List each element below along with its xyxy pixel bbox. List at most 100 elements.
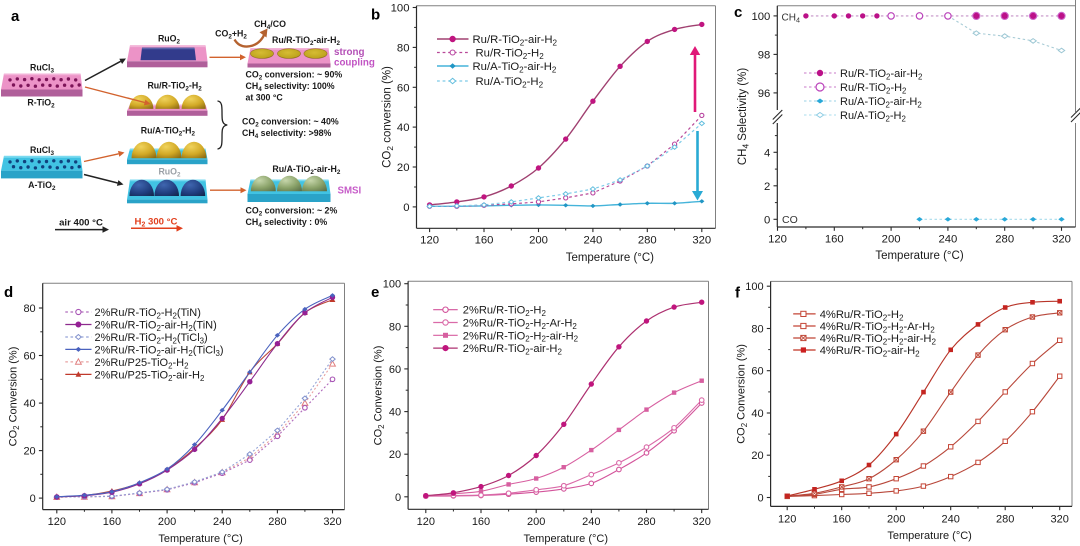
svg-text:120: 120: [48, 516, 66, 528]
svg-text:96: 96: [758, 88, 771, 100]
svg-text:Ru/A-TiO2​-air-H2​: Ru/A-TiO2​-air-H2​: [840, 96, 922, 109]
svg-text:320: 320: [693, 516, 711, 528]
svg-text:RuCl3​: RuCl3​: [30, 63, 55, 75]
svg-text:240: 240: [582, 516, 600, 528]
svg-text:160: 160: [825, 233, 844, 245]
svg-text:320: 320: [692, 235, 711, 247]
svg-text:4%Ru/R-TiO2​-H2​-air-H2​: 4%Ru/R-TiO2​-H2​-air-H2​: [820, 333, 937, 347]
svg-text:0: 0: [30, 493, 36, 505]
svg-text:Ru/A-TiO2​-H2​: Ru/A-TiO2​-H2​: [476, 76, 544, 90]
svg-text:air 400 °C: air 400 °C: [59, 218, 103, 229]
svg-text:c: c: [734, 4, 742, 21]
svg-text:200: 200: [158, 516, 176, 528]
svg-text:20: 20: [389, 449, 401, 461]
svg-text:Temperature (°C): Temperature (°C): [566, 252, 654, 264]
svg-text:2%Ru/R-TiO2​-H2​(TiCl3​): 2%Ru/R-TiO2​-H2​(TiCl3​): [95, 332, 208, 345]
svg-text:60: 60: [23, 351, 35, 363]
svg-text:Ru/R-TiO2​-air-H2​: Ru/R-TiO2​-air-H2​: [473, 34, 558, 48]
svg-text:Ru/A-TiO2​-H2​: Ru/A-TiO2​-H2​: [141, 126, 196, 138]
svg-text:4%Ru/R-TiO2​-air-H2​: 4%Ru/R-TiO2​-air-H2​: [820, 345, 920, 359]
svg-text:0: 0: [403, 202, 409, 214]
svg-text:Temperature (°C): Temperature (°C): [158, 533, 242, 545]
svg-text:H2​ 300 °C: H2​ 300 °C: [135, 217, 178, 229]
svg-text:200: 200: [882, 233, 901, 245]
svg-text:strong: strong: [334, 47, 364, 58]
svg-text:d: d: [4, 284, 13, 301]
svg-text:200: 200: [527, 516, 545, 528]
svg-text:Ru/R-TiO2​-H2​: Ru/R-TiO2​-H2​: [840, 82, 906, 95]
svg-text:120: 120: [778, 513, 796, 525]
svg-text:160: 160: [103, 516, 121, 528]
svg-text:CH4​ selectivity: >98%: CH4​ selectivity: >98%: [242, 128, 332, 140]
svg-text:320: 320: [1051, 513, 1069, 525]
svg-text:60: 60: [389, 364, 401, 376]
svg-text:80: 80: [23, 303, 35, 315]
svg-text:Ru/A-TiO2​-H2​: Ru/A-TiO2​-H2​: [840, 110, 906, 123]
svg-text:20: 20: [397, 162, 410, 174]
svg-text:A-TiO2​: A-TiO2​: [28, 180, 56, 192]
svg-text:CH4​ Selectivity (%): CH4​ Selectivity (%): [737, 68, 751, 165]
svg-text:100: 100: [383, 279, 401, 291]
svg-text:280: 280: [268, 516, 286, 528]
svg-text:at 300 °C: at 300 °C: [246, 92, 284, 102]
svg-text:20: 20: [23, 446, 35, 458]
svg-text:240: 240: [938, 233, 957, 245]
svg-text:40: 40: [397, 122, 410, 134]
svg-text:280: 280: [637, 516, 655, 528]
svg-text:80: 80: [751, 323, 763, 335]
svg-text:100: 100: [391, 3, 410, 15]
svg-text:RuO2​: RuO2​: [158, 167, 181, 179]
svg-text:80: 80: [389, 321, 401, 333]
svg-text:b: b: [371, 7, 380, 24]
svg-text:2%Ru/P25-TiO2​-air-H2​: 2%Ru/P25-TiO2​-air-H2​: [95, 369, 205, 382]
svg-text:a: a: [11, 8, 20, 25]
svg-text:320: 320: [323, 516, 341, 528]
svg-text:40: 40: [751, 408, 763, 420]
svg-text:RuO2​: RuO2​: [158, 34, 181, 46]
svg-text:Temperature (°C): Temperature (°C): [887, 530, 971, 542]
svg-text:f: f: [735, 285, 741, 302]
svg-text:20: 20: [751, 450, 763, 462]
svg-text:Ru/A-TiO2​-air-H2​: Ru/A-TiO2​-air-H2​: [473, 61, 557, 75]
svg-text:coupling: coupling: [334, 58, 375, 69]
svg-text:280: 280: [638, 235, 657, 247]
svg-text:98: 98: [758, 50, 771, 62]
svg-text:4%Ru/R-TiO2​-H2​-Ar-H2​: 4%Ru/R-TiO2​-H2​-Ar-H2​: [820, 321, 936, 335]
svg-text:CO2​ conversion (%): CO2​ conversion (%): [382, 66, 396, 168]
svg-text:2%Ru/R-TiO2​-H2​-air-H2​: 2%Ru/R-TiO2​-H2​-air-H2​: [463, 330, 579, 343]
svg-text:Ru/R-TiO2​-H2​: Ru/R-TiO2​-H2​: [476, 48, 545, 62]
svg-text:2%Ru/R-TiO2​-H2​(TiN): 2%Ru/R-TiO2​-H2​(TiN): [95, 307, 201, 320]
svg-text:CH4​/CO: CH4​/CO: [254, 19, 286, 31]
svg-text:40: 40: [23, 398, 35, 410]
svg-text:280: 280: [996, 513, 1014, 525]
svg-text:CH4​ selectivity: 100%: CH4​ selectivity: 100%: [246, 81, 335, 93]
svg-text:4: 4: [764, 147, 770, 159]
svg-text:CH4​: CH4​: [782, 12, 800, 24]
svg-text:CO2​ Conversion (%): CO2​ Conversion (%): [8, 347, 21, 447]
svg-text:RuCl3​: RuCl3​: [30, 145, 55, 157]
svg-text:Temperature (°C): Temperature (°C): [875, 250, 963, 262]
svg-text:CO: CO: [782, 214, 798, 226]
svg-text:R-TiO2​: R-TiO2​: [27, 98, 55, 110]
svg-text:2: 2: [764, 181, 770, 193]
svg-text:2%Ru/R-TiO2​-air-H2​(TiN): 2%Ru/R-TiO2​-air-H2​(TiN): [95, 320, 217, 333]
svg-text:280: 280: [995, 233, 1014, 245]
svg-text:120: 120: [768, 233, 787, 245]
svg-text:160: 160: [472, 516, 490, 528]
svg-text:200: 200: [887, 513, 905, 525]
svg-text:120: 120: [420, 235, 439, 247]
svg-text:2%Ru/R-TiO2​-H2​-Ar-H2​: 2%Ru/R-TiO2​-H2​-Ar-H2​: [463, 318, 578, 331]
svg-text:120: 120: [417, 516, 435, 528]
svg-text:0: 0: [757, 493, 763, 505]
svg-text:Temperature (°C): Temperature (°C): [524, 533, 608, 545]
svg-text:CO2​ conversion: ~ 2%: CO2​ conversion: ~ 2%: [246, 206, 338, 218]
svg-text:160: 160: [475, 235, 494, 247]
svg-text:2%Ru/P25-TiO2​-H2​: 2%Ru/P25-TiO2​-H2​: [95, 357, 189, 370]
svg-text:CO2​ Conversion (%): CO2​ Conversion (%): [736, 344, 749, 444]
svg-text:2%Ru/R-TiO2​-air-H2​(TiCl3​): 2%Ru/R-TiO2​-air-H2​(TiCl3​): [95, 344, 224, 357]
svg-text:60: 60: [751, 366, 763, 378]
svg-text:Ru/R-TiO2​-H2​: Ru/R-TiO2​-H2​: [147, 81, 202, 93]
svg-text:240: 240: [213, 516, 231, 528]
svg-text:80: 80: [397, 42, 410, 54]
svg-text:CO2​ conversion: ~ 90%: CO2​ conversion: ~ 90%: [246, 70, 343, 82]
